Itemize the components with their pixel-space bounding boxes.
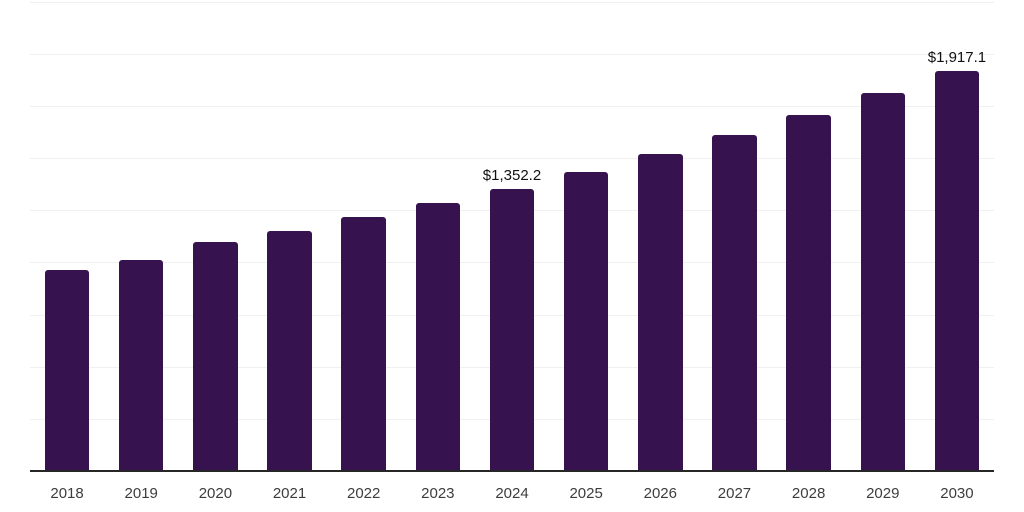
x-tick-label-2018: 2018: [50, 485, 84, 502]
bar-2020: [193, 241, 238, 471]
x-tick-label-2019: 2019: [124, 485, 158, 502]
bar-2028: [786, 114, 831, 471]
x-tick-label-2030: 2030: [940, 485, 974, 502]
x-tick-label-2022: 2022: [347, 485, 381, 502]
x-axis-line: [30, 470, 994, 472]
x-tick-label-2020: 2020: [198, 485, 233, 502]
x-tick-label-2026: 2026: [643, 485, 677, 502]
x-tick-label-2028: 2028: [791, 485, 826, 502]
gridline: [30, 1, 994, 3]
bar-2018: [44, 269, 90, 471]
x-tick-label-2024: 2024: [495, 485, 529, 502]
x-tick-label-2023: 2023: [421, 485, 455, 502]
x-tick-label-2029: 2029: [866, 485, 900, 502]
bar-2029: [860, 92, 906, 471]
bar-2021: [267, 230, 312, 471]
gridline: [30, 53, 994, 55]
bar-2019: [118, 259, 164, 471]
bar-2023: [415, 202, 461, 471]
bar-2030: [934, 70, 980, 471]
x-tick-label-2027: 2027: [717, 485, 752, 502]
bar-2026: [638, 153, 683, 471]
x-tick-label-2021: 2021: [272, 485, 307, 502]
bar-2025: [563, 171, 609, 471]
gridline: [30, 158, 994, 159]
bar-2022: [341, 216, 386, 471]
x-tick-label-2025: 2025: [569, 485, 603, 502]
bar-2027: [712, 134, 757, 471]
data-label-2030: $1,917.1: [927, 48, 987, 66]
bar-2024: [489, 188, 535, 471]
gridline: [30, 105, 994, 107]
data-label-2024: $1,352.2: [482, 166, 542, 184]
